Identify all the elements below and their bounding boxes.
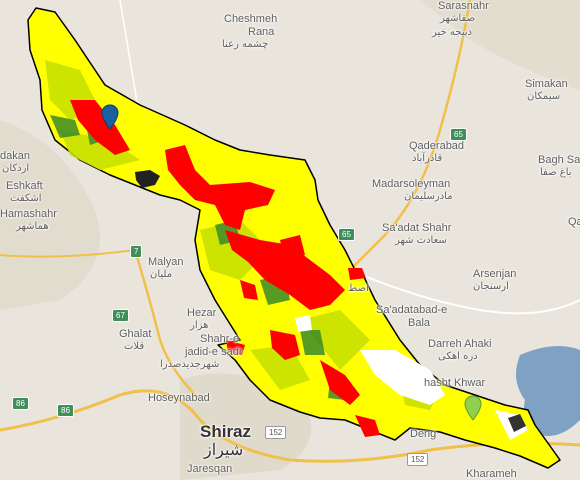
map-label: سعادت شهر	[395, 235, 447, 246]
map-label: Deng	[410, 428, 437, 440]
map-label: ارسنجان	[473, 281, 509, 292]
map-label: Darreh Ahaki	[428, 338, 492, 350]
map-label: dakan	[0, 150, 30, 162]
map-pin-icon[interactable]	[101, 104, 119, 130]
map-label: Sa'adat Shahr	[382, 222, 452, 234]
map-label: Cheshmeh	[224, 13, 278, 25]
map-label: Hamashahr	[0, 208, 57, 220]
map-label: hasht Khwar	[424, 377, 486, 389]
map-label: چشمه رعنا	[222, 39, 269, 50]
map-label: Madarsoleyman	[372, 178, 451, 190]
road-shield: 86	[12, 397, 29, 410]
road-shield: 86	[57, 404, 74, 417]
map-label: اردکان	[2, 163, 30, 174]
map-label: Arsenjan	[473, 268, 517, 280]
map-label: اشکفت	[10, 193, 42, 204]
map-pin-icon[interactable]	[464, 395, 482, 421]
map-label: سیمکان	[527, 91, 561, 102]
map-label: ملیان	[150, 269, 173, 280]
road-shield: 7	[130, 245, 143, 258]
map-label: Malyan	[148, 256, 184, 268]
map-label: Eshkaft	[6, 180, 43, 192]
map-label: اصط	[348, 283, 369, 294]
road-shield: 67	[112, 309, 129, 322]
map-label: Hoseynabad	[148, 392, 210, 404]
map-label: شهرجدیدصدرا	[160, 359, 220, 370]
road-shield: 152	[407, 453, 429, 466]
map-label: jadid-e sadr	[185, 346, 243, 358]
map-label: Bala	[408, 317, 431, 329]
map-label: قادرآباد	[412, 153, 443, 164]
map-label: Kharameh	[466, 468, 517, 480]
map-label: Shahr-e	[200, 333, 240, 345]
city-label: شیراز	[204, 442, 244, 459]
map-label: دبیجه خیر	[432, 27, 472, 38]
map-label: هزار	[190, 320, 209, 331]
map-label: Qa	[568, 216, 580, 228]
road-shield: 65	[450, 128, 467, 141]
map-label: Sa'adatabad-e	[376, 304, 448, 316]
map-label: باغ صفا	[540, 167, 572, 178]
map-label: دره اهکی	[438, 351, 478, 362]
map-label: Qaderabad	[409, 140, 465, 152]
lake	[516, 346, 580, 436]
map-label: Ghalat	[119, 328, 152, 340]
map-label: Bagh Sa	[538, 154, 580, 166]
map-label: صفاشهر	[440, 13, 476, 24]
map-label: Jaresqan	[187, 463, 233, 475]
map-label: Rana	[248, 26, 275, 38]
map-label: Sarasnahr	[438, 0, 489, 12]
road-shield: 152	[265, 426, 287, 439]
map-label: قلات	[124, 341, 145, 352]
map-label: هماشهر	[16, 221, 49, 232]
risk-high-zones	[70, 100, 380, 437]
road-shield: 65	[338, 228, 355, 241]
map-label: مادرسلیمان	[404, 191, 453, 202]
masked-zones	[135, 170, 526, 432]
map-label: Simakan	[525, 78, 568, 90]
map-label: Hezar	[187, 307, 217, 319]
city-label: Shiraz	[200, 422, 252, 441]
